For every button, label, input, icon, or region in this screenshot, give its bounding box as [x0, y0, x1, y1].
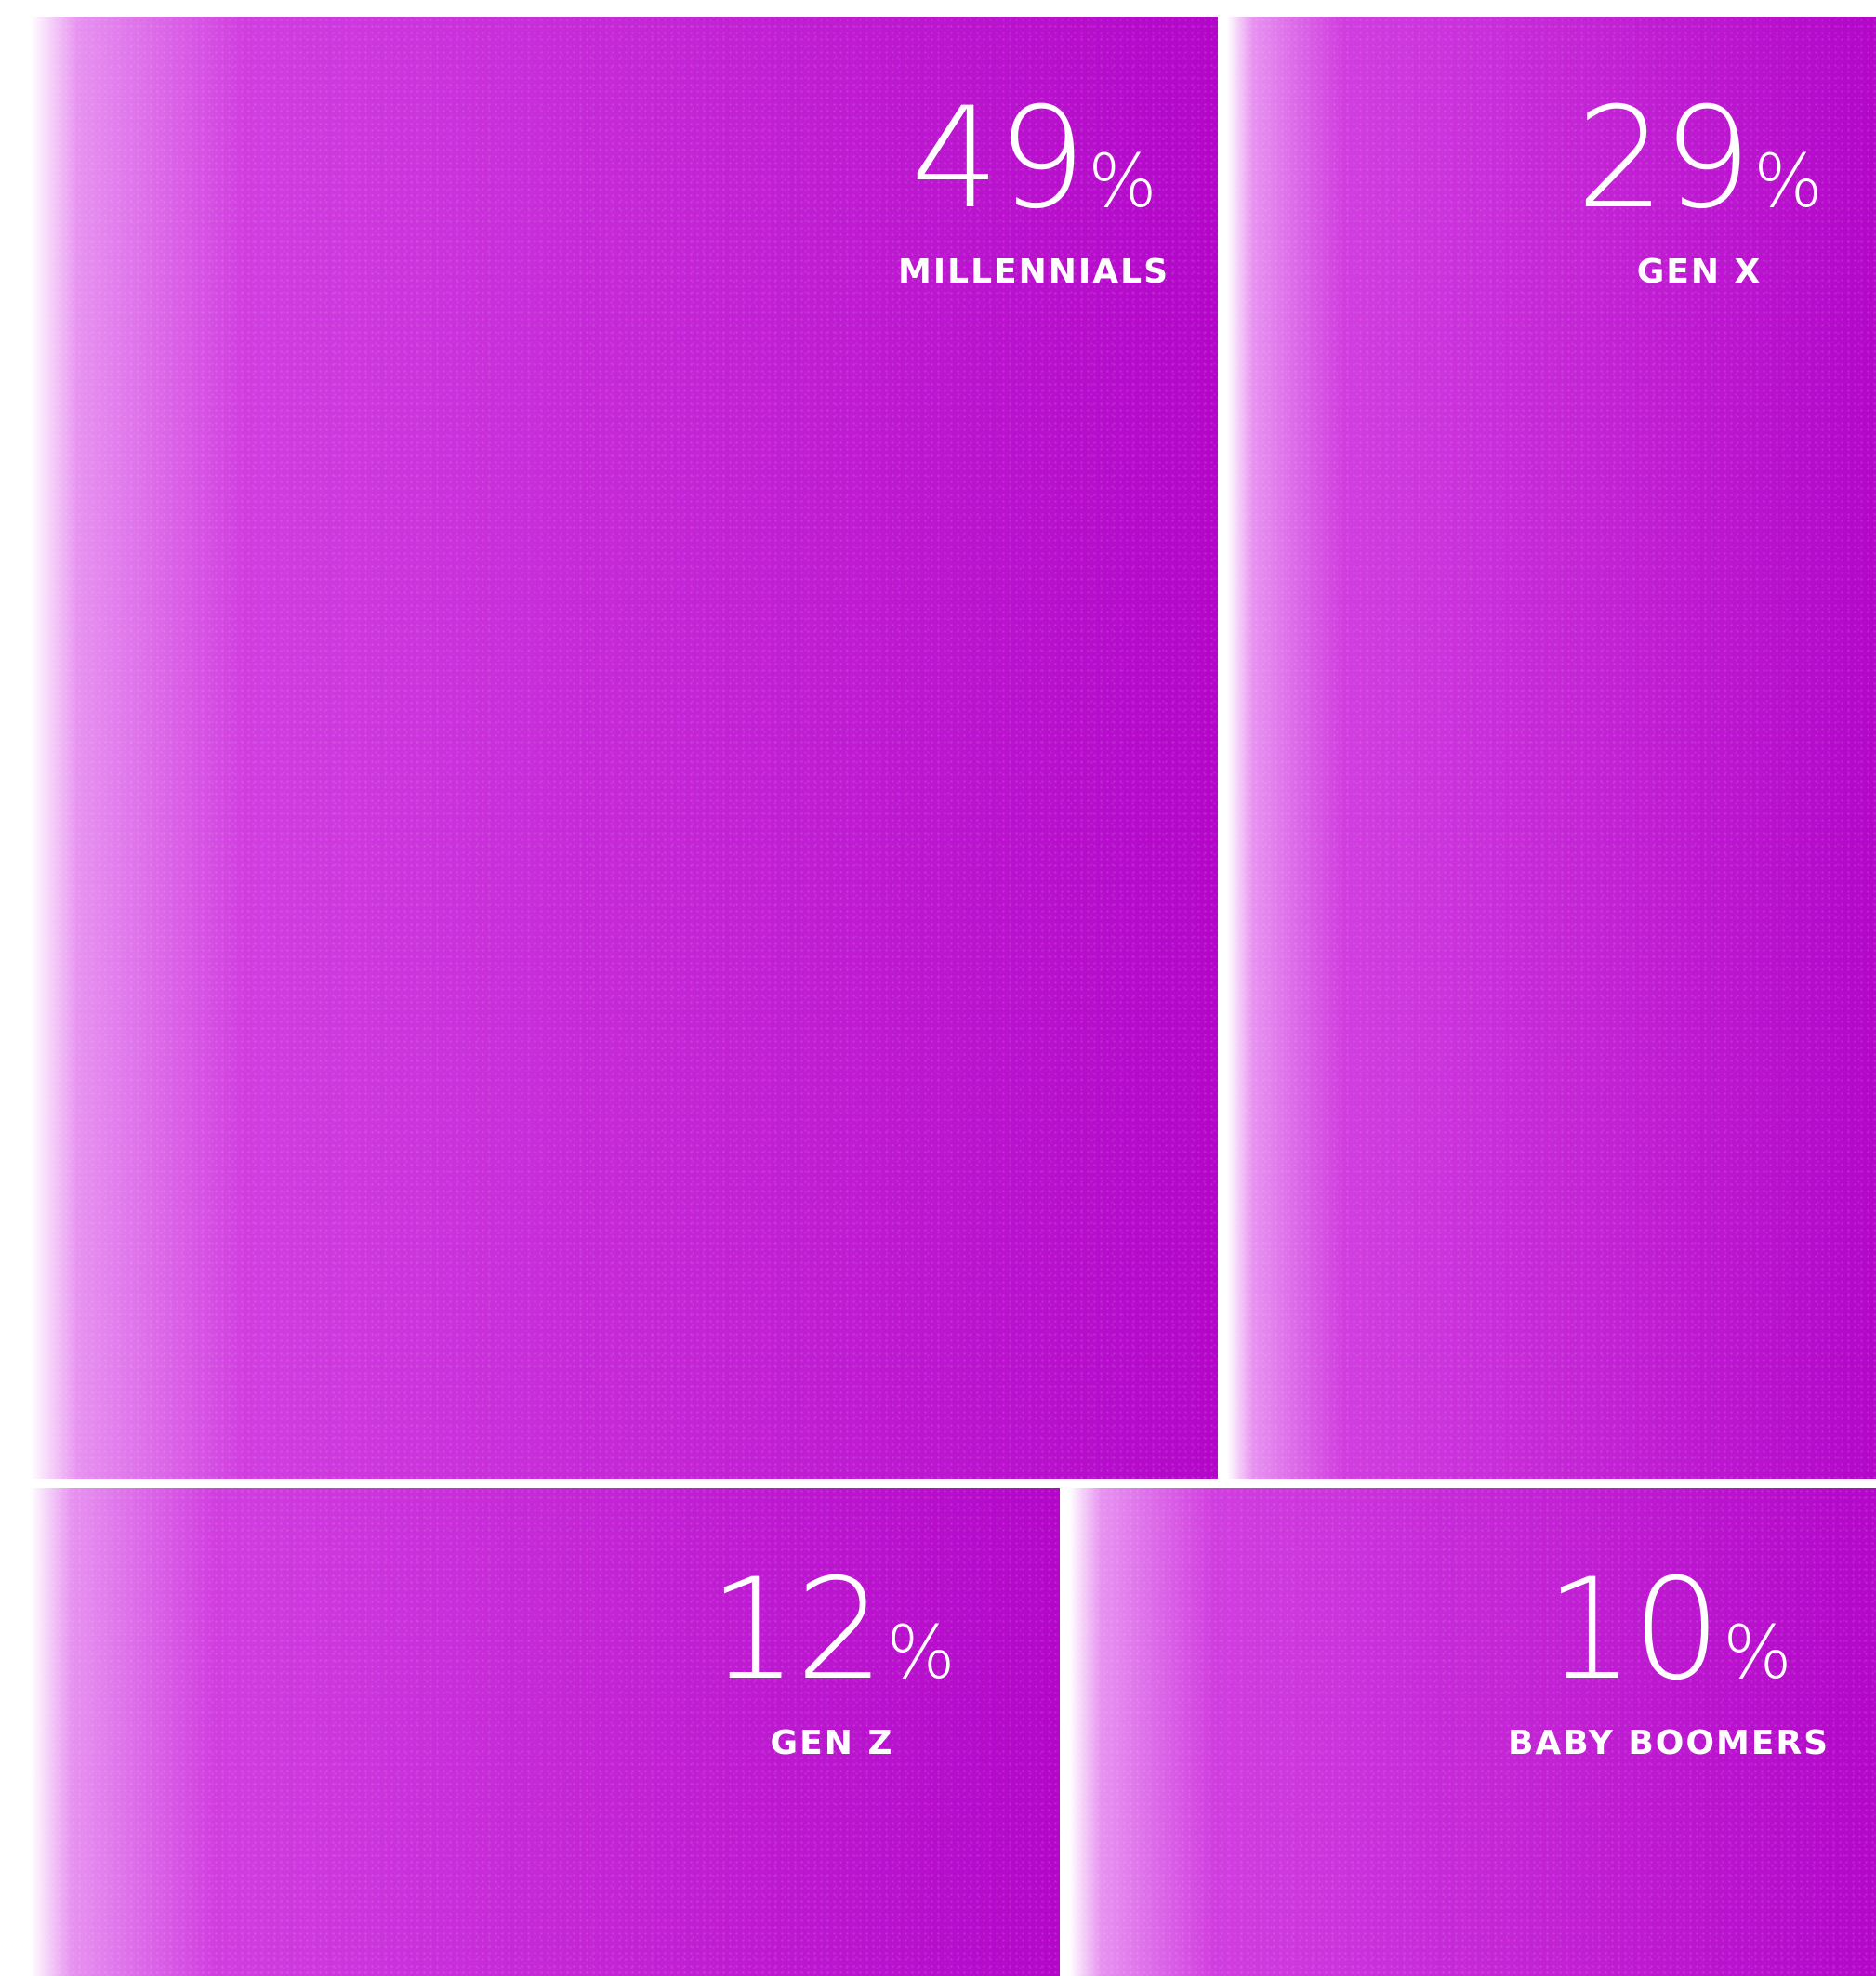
value-label: 10%: [1508, 1561, 1830, 1700]
treemap-tile-gen-z: 12% GEN Z: [31, 1488, 1060, 1976]
value-label: 29%: [1577, 89, 1823, 229]
treemap-tile-baby-boomers: 10% BABY BOOMERS: [1069, 1488, 1876, 1976]
percent-sign: %: [1723, 1612, 1792, 1695]
value-number: 12: [708, 1549, 885, 1711]
tile-label-block: 10% BABY BOOMERS: [1508, 1561, 1830, 1762]
value-number: 10: [1545, 1549, 1722, 1711]
percent-sign: %: [886, 1612, 956, 1695]
value-number: 29: [1576, 78, 1752, 240]
category-label: GEN Z: [770, 1724, 894, 1762]
tile-label-block: 12% GEN Z: [709, 1561, 956, 1762]
value-label: 49%: [898, 89, 1169, 229]
tile-label-block: 49% MILLENNIALS: [898, 89, 1169, 291]
treemap-tile-gen-x: 29% GEN X: [1227, 17, 1876, 1479]
treemap-tile-millennials: 49% MILLENNIALS: [31, 17, 1218, 1479]
tile-label-block: 29% GEN X: [1577, 89, 1823, 291]
percent-sign: %: [1088, 140, 1157, 224]
percent-sign: %: [1753, 140, 1823, 224]
value-number: 49: [910, 78, 1086, 240]
category-label: GEN X: [1636, 253, 1763, 291]
category-label: BABY BOOMERS: [1507, 1724, 1830, 1762]
category-label: MILLENNIALS: [897, 253, 1170, 291]
value-label: 12%: [709, 1561, 956, 1700]
